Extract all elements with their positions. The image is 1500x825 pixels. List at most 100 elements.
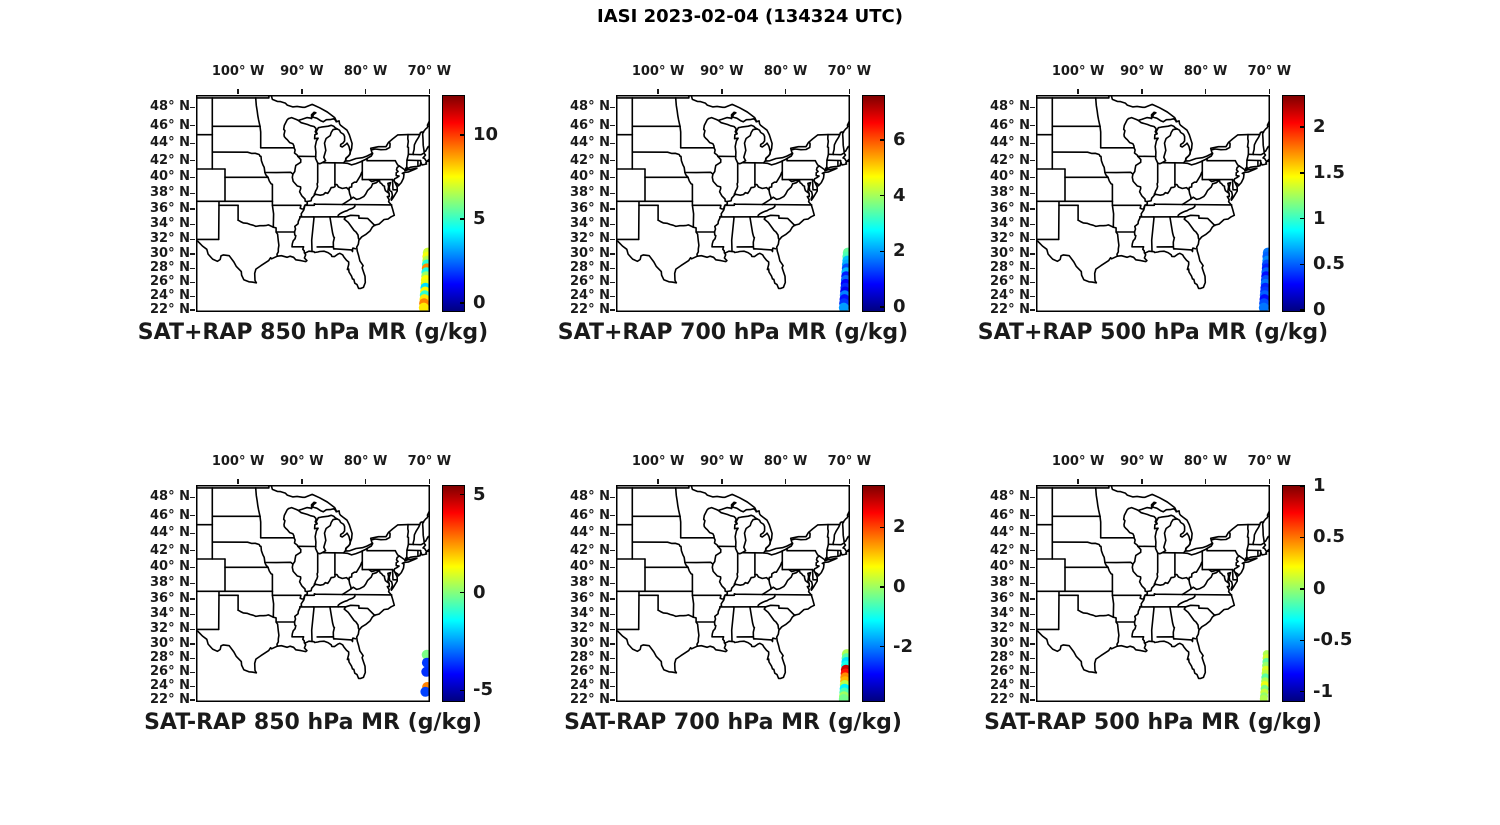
lat-tick-label: 36° N — [990, 201, 1030, 217]
lon-tick-label: 100° W — [631, 454, 685, 469]
state-boundary — [254, 97, 261, 128]
lat-tick-label: 24° N — [990, 678, 1030, 694]
state-boundary — [657, 219, 695, 228]
axes-frame — [196, 95, 430, 312]
lat-tick-mark — [190, 192, 195, 195]
colorbar-tick-label: -1 — [1313, 680, 1333, 702]
lat-tick-mark — [1030, 281, 1035, 284]
lat-tick-mark — [1030, 106, 1035, 109]
lon-tick-mark — [364, 89, 367, 94]
colorbar — [1282, 485, 1305, 702]
lat-tick-mark — [610, 613, 615, 616]
state-boundary — [282, 507, 295, 539]
lat-tick-label: 32° N — [150, 231, 190, 247]
lat-tick-mark — [610, 267, 615, 270]
state-boundary — [761, 588, 772, 596]
lon-tick-mark — [721, 89, 723, 94]
state-boundary — [316, 636, 357, 643]
state-boundary — [818, 555, 825, 561]
lat-tick-label: 22° N — [150, 691, 190, 707]
lat-tick-mark — [190, 699, 195, 701]
lon-tick-label: 90° W — [1120, 64, 1164, 79]
state-boundary — [1181, 588, 1192, 596]
state-boundary — [348, 189, 352, 200]
lat-tick-mark — [1030, 208, 1035, 210]
state-boundary — [342, 541, 374, 556]
state-boundary — [373, 144, 430, 226]
state-boundary — [1181, 198, 1192, 206]
state-boundary — [733, 552, 739, 585]
map-plot-sat-plus-rap-500 — [1036, 95, 1270, 312]
state-boundary — [253, 614, 376, 680]
state-boundary — [1099, 515, 1102, 539]
colorbar-tick-mark — [1300, 536, 1304, 539]
lat-tick-label: 46° N — [990, 117, 1030, 133]
lat-tick-mark — [1030, 192, 1035, 195]
state-boundary — [1099, 125, 1102, 149]
state-boundary — [811, 178, 818, 191]
lat-tick-label: 26° N — [150, 274, 190, 290]
lat-tick-label: 30° N — [150, 246, 190, 262]
state-boundary — [1122, 507, 1135, 539]
state-boundary — [310, 216, 315, 253]
colorbar-tick-label: 1 — [1313, 207, 1326, 229]
lon-tick-label: 90° W — [700, 64, 744, 79]
state-boundary — [763, 606, 780, 630]
state-boundary — [1247, 152, 1265, 156]
colorbar-tick-mark — [1300, 485, 1304, 487]
lat-tick-label: 36° N — [570, 201, 610, 217]
lat-tick-mark — [190, 532, 195, 535]
state-boundary — [788, 568, 810, 584]
lat-tick-mark — [1030, 613, 1035, 616]
lat-tick-label: 32° N — [150, 621, 190, 637]
state-boundary — [1153, 124, 1178, 165]
state-boundary — [674, 487, 681, 518]
lon-tick-mark — [1077, 89, 1079, 94]
state-boundary — [702, 507, 715, 539]
state-boundary — [724, 593, 764, 597]
state-boundary — [733, 514, 758, 555]
lat-tick-label: 46° N — [150, 507, 190, 523]
lon-tick-label: 70° W — [407, 64, 452, 79]
lon-tick-mark — [1141, 89, 1143, 94]
state-boundary — [1077, 219, 1115, 228]
state-boundary — [1231, 568, 1238, 581]
colorbar-tick-mark — [460, 218, 464, 220]
state-boundary — [1112, 616, 1120, 647]
state-boundary — [1144, 203, 1184, 207]
state-boundary — [1210, 140, 1231, 151]
colorbar-tick-label: 2 — [1313, 116, 1326, 138]
lon-tick-label: 100° W — [631, 64, 685, 79]
state-boundary — [631, 151, 681, 157]
lat-tick-label: 46° N — [150, 117, 190, 133]
lat-tick-mark — [1030, 628, 1035, 631]
colorbar-tick-label: 1.5 — [1313, 161, 1345, 183]
lat-tick-mark — [610, 124, 615, 127]
state-boundary — [1238, 165, 1245, 171]
state-boundary — [404, 523, 410, 560]
state-boundary — [398, 555, 405, 561]
state-boundary — [813, 549, 821, 572]
state-boundary — [337, 593, 356, 608]
state-boundary — [1093, 614, 1216, 680]
state-boundary — [673, 224, 796, 290]
lat-tick-mark — [1030, 566, 1035, 569]
panel-title-sat-plus-rap-500: SAT+RAP 500 hPa MR (g/kg) — [977, 320, 1329, 345]
state-boundary — [679, 515, 682, 539]
state-boundary — [404, 133, 410, 170]
state-boundary — [1051, 151, 1101, 157]
state-boundary — [1233, 549, 1241, 572]
lat-tick-label: 42° N — [150, 152, 190, 168]
state-boundary — [1094, 487, 1101, 518]
state-boundary — [271, 594, 306, 600]
state-boundary — [343, 216, 360, 240]
state-boundary — [271, 204, 306, 210]
state-boundary — [1176, 518, 1192, 544]
lat-tick-label: 28° N — [570, 650, 610, 666]
state-boundary — [345, 214, 376, 227]
state-boundary — [272, 226, 280, 257]
state-boundary — [827, 152, 845, 156]
state-boundary — [841, 131, 845, 152]
lat-tick-label: 42° N — [150, 542, 190, 558]
lat-tick-mark — [1030, 124, 1035, 127]
